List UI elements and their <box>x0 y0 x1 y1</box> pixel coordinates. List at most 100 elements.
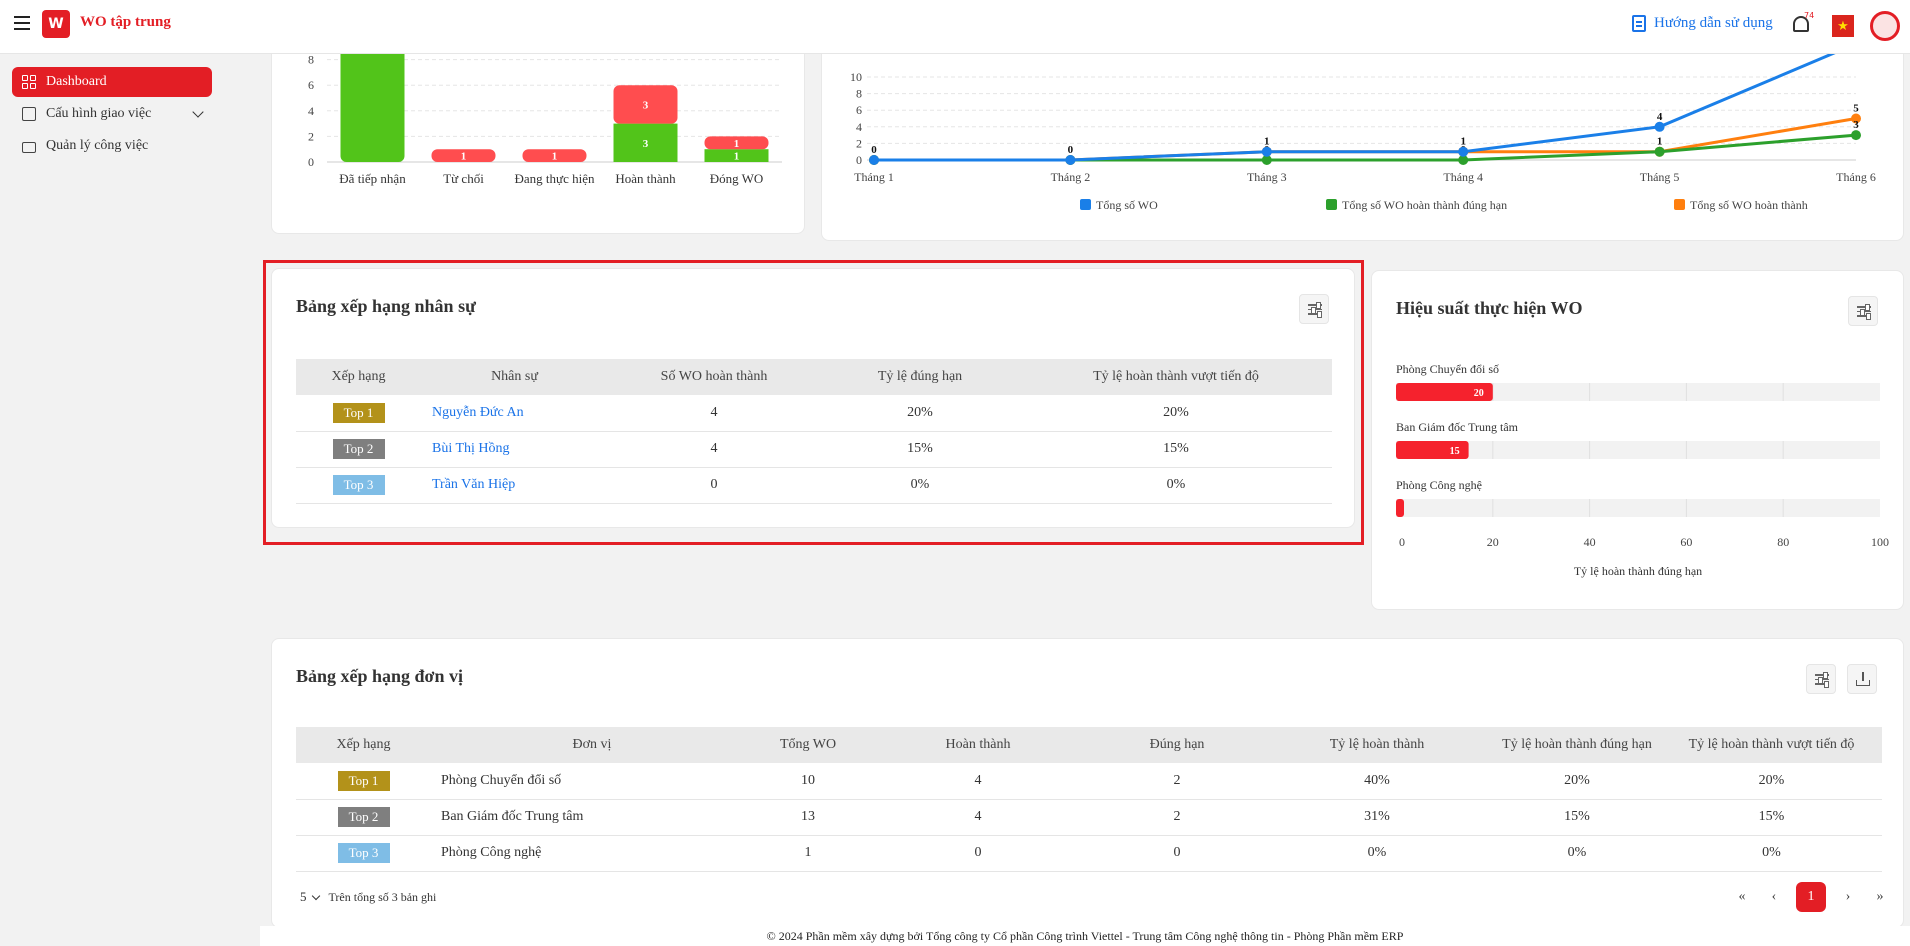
sidebar-item-dashboard[interactable]: Dashboard <box>12 67 212 97</box>
x-tick-label: Đang thực hiện <box>515 171 595 186</box>
sidebar-item-task-config[interactable]: Cấu hình giao việc <box>12 99 212 129</box>
ontime-cell: 2 <box>1093 763 1261 800</box>
category-label: Phòng Công nghệ <box>1396 478 1482 492</box>
series-point <box>1261 155 1272 165</box>
rank-badge: Top 1 <box>332 402 385 423</box>
x-tick-label: Tháng 6 <box>1836 170 1876 184</box>
ahead-cell: 0% <box>1020 467 1332 504</box>
col-rate: Tỷ lệ hoàn thành <box>1261 727 1493 763</box>
notification-count: 74 <box>1804 11 1815 20</box>
bar-value-label: 3 <box>643 99 649 111</box>
x-tick-label: Hoàn thành <box>615 171 676 186</box>
bar-track <box>1396 441 1880 459</box>
ahead-rate-cell: 0% <box>1661 835 1882 872</box>
staff-filter-button[interactable] <box>1299 294 1329 324</box>
app-title[interactable]: WO tập trung <box>80 14 171 30</box>
y-tick-label: 2 <box>308 129 314 143</box>
rank-cell: Top 1 <box>296 395 421 432</box>
rank-cell: Top 3 <box>296 835 431 872</box>
bar <box>1396 441 1469 459</box>
chevron-down-icon[interactable] <box>192 106 204 118</box>
menu-icon[interactable] <box>14 16 30 30</box>
unit-download-button[interactable] <box>1847 664 1877 694</box>
unit-filter-button[interactable] <box>1806 664 1836 694</box>
category-label: Ban Giám đốc Trung tâm <box>1396 420 1519 434</box>
chevron-down-icon <box>311 891 320 900</box>
page-size-select[interactable]: 5 <box>300 889 320 905</box>
bar-track <box>1396 383 1880 401</box>
avatar[interactable] <box>1870 11 1900 41</box>
table-row: Top 3 Phòng Công nghệ 1 0 0 0% 0% 0% <box>296 835 1882 872</box>
first-page-button[interactable]: « <box>1738 889 1746 904</box>
table-header-row: Xếp hạng Đơn vị Tổng WO Hoàn thành Đúng … <box>296 727 1882 763</box>
bar-segment <box>522 149 587 162</box>
status-chart-card: 0 2 4 6 8 Đã tiếp nhận 1 Từ chối 1 Đang thực hiện… <box>271 34 805 234</box>
y-tick-label: 10 <box>850 70 862 84</box>
col-total: Tổng WO <box>753 727 863 763</box>
legend-swatch <box>1080 199 1091 210</box>
prev-page-button[interactable]: ‹ <box>1771 889 1777 904</box>
x-tick-label: 40 <box>1584 535 1596 549</box>
rank-cell: Top 2 <box>296 799 431 836</box>
app-logo: W <box>42 10 70 38</box>
y-tick-label: 0 <box>856 153 862 167</box>
x-tick-label: Đã tiếp nhận <box>339 171 406 186</box>
performance-filter-button[interactable] <box>1848 296 1878 326</box>
table-row: Top 1 Nguyễn Đức An 4 20% 20% <box>296 395 1332 432</box>
data-label: 3 <box>1853 119 1859 131</box>
table-row: Top 3 Trần Văn Hiệp 0 0% 0% <box>296 467 1332 504</box>
ontime-rate-cell: 15% <box>1493 799 1661 836</box>
series-point <box>1851 130 1861 141</box>
notification-button[interactable]: 74 <box>1790 11 1815 37</box>
col-unit: Đơn vị <box>431 727 753 763</box>
series-line <box>874 133 1857 162</box>
done-cell: 4 <box>863 799 1093 836</box>
bar <box>1396 499 1404 517</box>
rank-badge: Top 1 <box>337 770 390 791</box>
completed-cell: 4 <box>608 395 820 432</box>
user-guide-link[interactable]: Hướng dẫn sử dụng <box>1632 15 1773 32</box>
ahead-rate-cell: 15% <box>1661 799 1882 836</box>
col-ontime: Tỷ lệ đúng hạn <box>820 359 1020 395</box>
performance-card: Hiệu suất thực hiện WO Phòng Chuyển đổi … <box>1371 270 1904 610</box>
ahead-cell: 20% <box>1020 395 1332 432</box>
staff-name-link[interactable]: Trần Văn Hiệp <box>432 477 516 492</box>
total-cell: 10 <box>753 763 863 800</box>
bar-value-label: 1 <box>461 151 467 163</box>
rank-cell: Top 3 <box>296 467 421 504</box>
ontime-rate-cell: 20% <box>1493 763 1661 800</box>
filter-sliders-icon <box>1815 672 1829 687</box>
col-rank: Xếp hạng <box>296 359 421 395</box>
series-line <box>874 42 1857 162</box>
y-tick-label: 2 <box>856 136 862 150</box>
top-bar: W WO tập trung Hướng dẫn sử dụng 74 ★ <box>0 0 1910 54</box>
pagination-info: 5 Trên tổng số 3 bản ghi <box>300 889 436 905</box>
bar-value-label: 3 <box>643 138 649 150</box>
staff-name-link[interactable]: Bùi Thị Hồng <box>432 441 510 456</box>
sidebar-item-label: Quản lý công việc <box>46 138 149 153</box>
y-tick-label: 0 <box>308 155 314 169</box>
x-tick-label: Tháng 5 <box>1640 170 1680 184</box>
staff-ranking-title: Bảng xếp hạng nhân sự <box>296 296 476 316</box>
page-button-current[interactable]: 1 <box>1796 882 1826 912</box>
done-cell: 4 <box>863 763 1093 800</box>
staff-name-link[interactable]: Nguyễn Đức An <box>432 404 524 420</box>
status-bar-chart: 0 2 4 6 8 Đã tiếp nhận 1 Từ chối 1 Đang thực hiện… <box>308 34 782 186</box>
bell-icon <box>1793 16 1809 32</box>
ontime-cell: 0 <box>1093 835 1261 872</box>
x-tick-label: Đóng WO <box>710 171 764 186</box>
col-ahead-rate: Tỷ lệ hoàn thành vượt tiến độ <box>1661 727 1882 763</box>
bar-value-label: 1 <box>734 138 740 150</box>
series-point <box>1458 155 1469 165</box>
table-header-row: Xếp hạng Nhân sự Số WO hoàn thành Tỷ lệ … <box>296 359 1332 395</box>
sidebar-item-work-management[interactable]: Quản lý công việc <box>12 131 212 161</box>
last-page-button[interactable]: » <box>1876 889 1884 904</box>
bar-track <box>1396 499 1880 517</box>
x-tick-label: 100 <box>1871 535 1889 549</box>
next-page-button[interactable]: › <box>1845 889 1851 904</box>
ontime-rate-cell: 0% <box>1493 835 1661 872</box>
series-point <box>869 155 879 165</box>
language-flag-vn-icon[interactable]: ★ <box>1832 15 1854 37</box>
col-completed: Số WO hoàn thành <box>608 359 820 395</box>
x-tick-label: 60 <box>1680 535 1692 549</box>
